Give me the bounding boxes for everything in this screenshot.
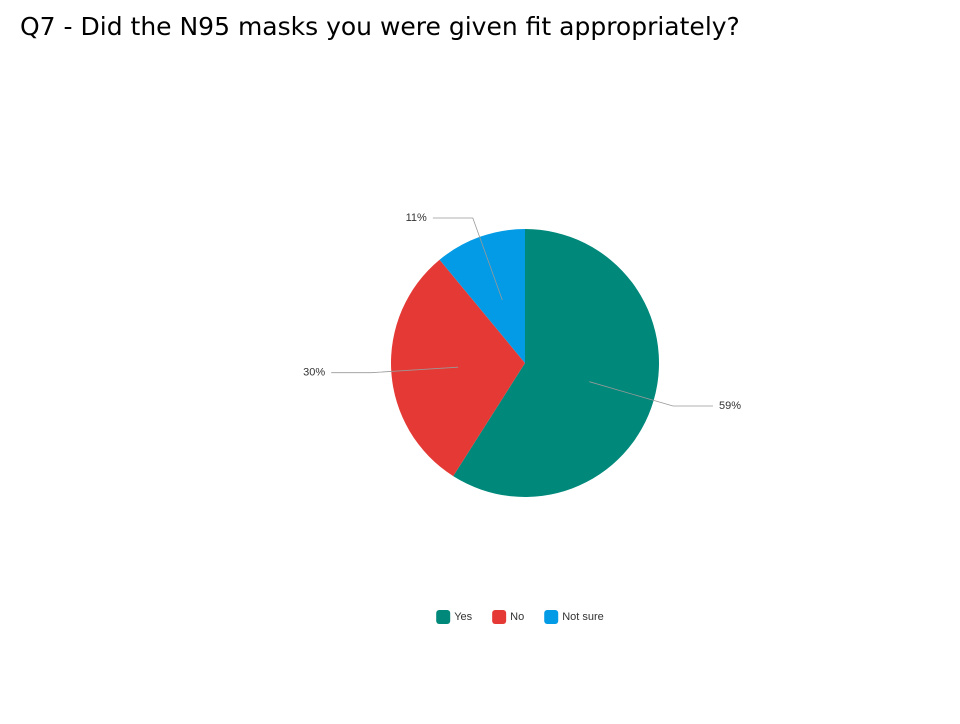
pie-slice xyxy=(439,229,525,363)
data-label: 11% xyxy=(406,212,427,224)
legend-swatch xyxy=(544,610,559,624)
leader-line xyxy=(432,217,503,301)
data-label: 30% xyxy=(303,367,325,379)
legend-swatch xyxy=(492,610,507,624)
pie-slice xyxy=(453,229,659,497)
leader-line xyxy=(331,366,459,374)
legend-label: No xyxy=(510,611,524,623)
leader-line xyxy=(589,381,713,407)
legend-label: Not sure xyxy=(562,611,604,623)
legend-label: Yes xyxy=(454,611,472,623)
data-label: 59% xyxy=(719,400,741,412)
chart-title: Q7 - Did the N95 masks you were given fi… xyxy=(20,12,740,41)
legend-swatch xyxy=(436,610,451,624)
pie-slice xyxy=(390,259,525,477)
